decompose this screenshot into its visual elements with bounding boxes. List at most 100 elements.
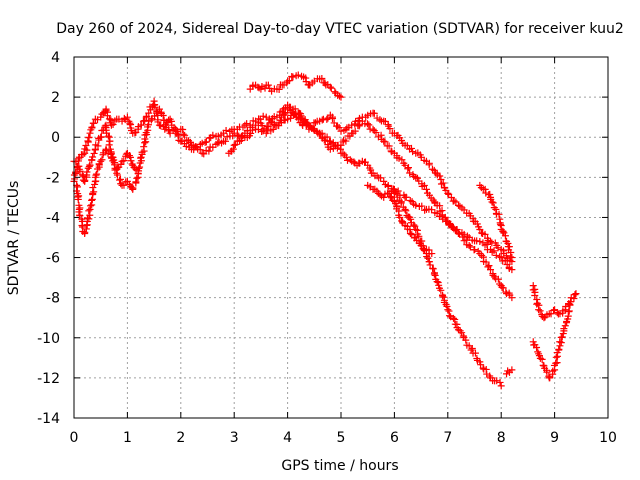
data-marker: [94, 142, 102, 150]
data-point: [412, 173, 420, 181]
data-marker: [88, 156, 96, 164]
data-point: [508, 254, 516, 262]
data-marker: [565, 307, 573, 315]
x-tick-label: 9: [550, 430, 559, 446]
data-point: [401, 205, 409, 213]
series-trace-h: [476, 181, 516, 262]
data-point: [369, 125, 377, 133]
data-point: [385, 189, 393, 197]
data-point: [465, 242, 473, 250]
data-marker: [269, 125, 277, 133]
chart-title: Day 260 of 2024, Sidereal Day-to-day VTE…: [56, 21, 624, 37]
data-marker: [468, 344, 476, 352]
data-marker: [429, 265, 437, 273]
data-marker: [499, 228, 507, 236]
data-marker: [538, 355, 546, 363]
data-marker: [147, 116, 155, 124]
data-marker: [179, 130, 187, 138]
data-point: [422, 185, 430, 193]
data-point: [487, 266, 495, 274]
data-marker: [376, 116, 384, 124]
data-marker: [90, 149, 98, 157]
data-marker: [488, 198, 496, 206]
data-marker: [258, 82, 266, 90]
series-trace-g: [385, 189, 436, 258]
series-trace-d: [246, 71, 345, 101]
data-marker: [140, 143, 148, 151]
data-marker: [406, 169, 414, 177]
data-point: [337, 127, 345, 135]
data-marker: [105, 115, 113, 123]
data-marker: [356, 121, 364, 129]
data-marker: [462, 336, 470, 344]
series-trace-b: [70, 105, 516, 274]
data-marker: [132, 178, 140, 186]
data-marker: [385, 142, 393, 150]
data-marker: [571, 291, 579, 299]
data-marker: [264, 123, 272, 131]
data-point: [444, 306, 452, 314]
data-marker: [104, 132, 112, 140]
x-tick-label: 1: [123, 430, 132, 446]
data-marker: [81, 176, 89, 184]
data-marker: [137, 121, 145, 129]
x-tick-label: 5: [337, 430, 346, 446]
data-marker: [463, 232, 471, 240]
data-point: [380, 193, 388, 201]
data-marker: [398, 156, 406, 164]
data-marker: [550, 306, 558, 314]
data-marker: [342, 137, 350, 145]
data-marker: [473, 237, 481, 245]
data-marker: [384, 181, 392, 189]
data-point: [454, 229, 462, 237]
data-marker: [329, 115, 337, 123]
data-point: [380, 137, 388, 145]
data-point: [342, 153, 350, 161]
data-marker: [259, 112, 267, 120]
data-point: [155, 105, 163, 113]
data-marker: [181, 131, 189, 139]
data-marker: [389, 196, 397, 204]
data-marker: [420, 181, 428, 189]
axis-ticks: 0 1 2 3 4 5 6 7 8 9 10 4 2 0 -2 -4 -6 -8 -10 -12 -14: [37, 50, 617, 446]
data-marker: [84, 137, 92, 145]
data-marker: [174, 132, 182, 140]
series-trace-e: [225, 101, 505, 390]
data-marker: [336, 92, 344, 100]
data-point: [572, 290, 580, 298]
data-point: [198, 139, 206, 147]
data-marker: [419, 245, 427, 253]
data-marker: [229, 145, 237, 153]
grid-lines: [74, 57, 608, 418]
data-marker: [486, 190, 494, 198]
data-point: [118, 157, 126, 165]
data-marker: [113, 171, 121, 179]
data-marker: [405, 164, 412, 172]
data-marker: [132, 166, 140, 174]
data-marker: [172, 126, 180, 134]
data-marker: [428, 206, 436, 214]
data-marker: [439, 215, 447, 223]
data-marker: [327, 84, 335, 92]
data-point: [97, 157, 105, 165]
data-marker: [386, 125, 394, 133]
data-marker: [495, 210, 503, 218]
data-marker: [79, 151, 87, 159]
data-marker: [98, 156, 106, 164]
data-marker: [506, 243, 514, 251]
data-marker: [120, 157, 128, 165]
x-tick-label: 0: [70, 430, 79, 446]
data-marker: [489, 199, 497, 207]
data-marker: [101, 122, 109, 130]
data-marker: [425, 159, 433, 167]
data-marker: [430, 270, 438, 278]
data-marker: [151, 103, 159, 111]
data-marker: [431, 271, 439, 279]
data-marker: [109, 121, 117, 129]
data-point: [326, 145, 334, 153]
data-marker: [556, 338, 564, 346]
x-tick-label: 3: [230, 430, 239, 446]
data-marker: [97, 133, 105, 141]
data-marker: [499, 284, 507, 292]
data-marker: [106, 137, 114, 145]
